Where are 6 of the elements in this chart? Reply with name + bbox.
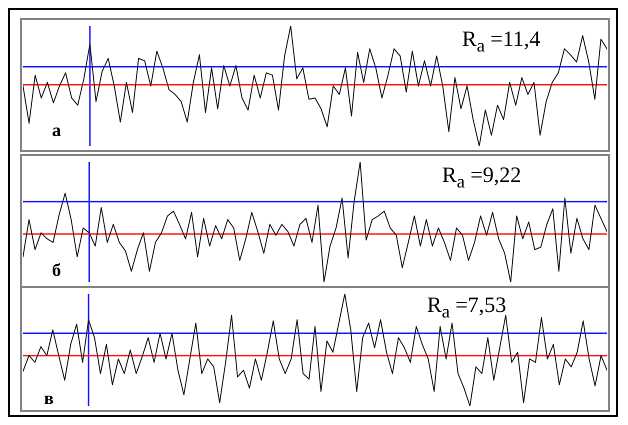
annotation: R$_{a}$ =9,22 — [442, 162, 522, 192]
annotation: б — [52, 260, 61, 281]
annotation: в — [44, 388, 54, 409]
annotation: R$_{a}$ =7,53 — [427, 292, 506, 322]
annotation: R$_{a}$ =11,4 — [462, 26, 540, 56]
annotation: а — [52, 120, 61, 141]
